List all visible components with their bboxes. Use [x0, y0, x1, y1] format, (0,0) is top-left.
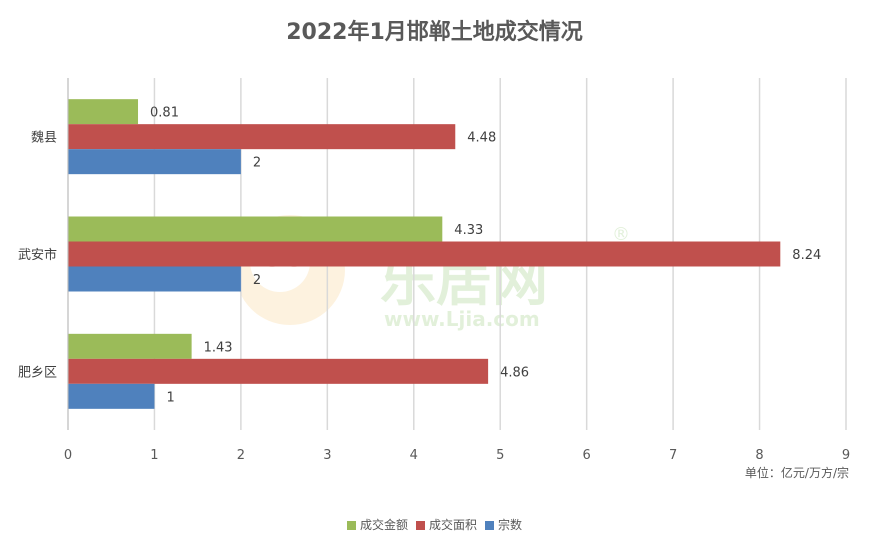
category-label: 武安市 — [18, 247, 57, 263]
legend-swatch — [415, 521, 425, 530]
bar — [68, 241, 781, 267]
x-tick-label: 9 — [842, 448, 850, 463]
bar — [68, 216, 443, 242]
watermark-registered-mark: ® — [612, 224, 630, 245]
bar — [68, 358, 489, 384]
x-tick-label: 3 — [323, 448, 331, 463]
bar — [68, 266, 241, 292]
x-tick-label: 1 — [150, 448, 158, 463]
x-tick-label: 5 — [496, 448, 504, 463]
category-label: 魏县 — [31, 131, 57, 146]
legend: 成交金额 成交面积 宗数 — [0, 516, 869, 533]
bar — [68, 149, 241, 175]
legend-item: 成交面积 — [415, 516, 477, 533]
x-tick-label: 0 — [64, 448, 72, 463]
category-label: 肥乡区 — [18, 365, 57, 380]
legend-swatch — [485, 521, 494, 530]
bar — [68, 124, 456, 150]
x-tick-label: 8 — [755, 448, 763, 463]
data-label: 8.24 — [792, 248, 821, 263]
data-label: 4.86 — [500, 365, 529, 380]
legend-item: 宗数 — [485, 516, 522, 533]
bars: 0.81 4.48 2 4.33 8.24 2 1.43 4.86 1 — [68, 99, 821, 409]
chart-title: 2022年1月邯郸土地成交情况 — [286, 20, 583, 45]
legend-swatch — [346, 521, 356, 530]
legend-label: 成交面积 — [428, 518, 477, 532]
bar — [68, 99, 139, 125]
data-label: 4.33 — [454, 223, 483, 238]
data-label: 0.81 — [150, 106, 179, 121]
legend-label: 宗数 — [498, 518, 523, 532]
data-label: 2 — [253, 273, 261, 288]
x-tick-label: 4 — [410, 448, 418, 463]
data-label: 1 — [166, 390, 174, 405]
legend-label: 成交金额 — [359, 518, 408, 532]
bar — [68, 383, 155, 409]
unit-note: 单位：亿元/万方/宗 — [744, 466, 849, 480]
data-label: 4.48 — [467, 131, 496, 146]
x-tick-label: 6 — [583, 448, 591, 463]
data-label: 2 — [253, 156, 261, 171]
x-tick-label: 2 — [237, 448, 245, 463]
bar — [68, 333, 192, 359]
watermark-url: www.Ljia.com — [384, 307, 540, 331]
data-label: 1.43 — [204, 340, 233, 355]
legend-item: 成交金额 — [346, 516, 408, 533]
x-tick-label: 7 — [669, 448, 677, 463]
